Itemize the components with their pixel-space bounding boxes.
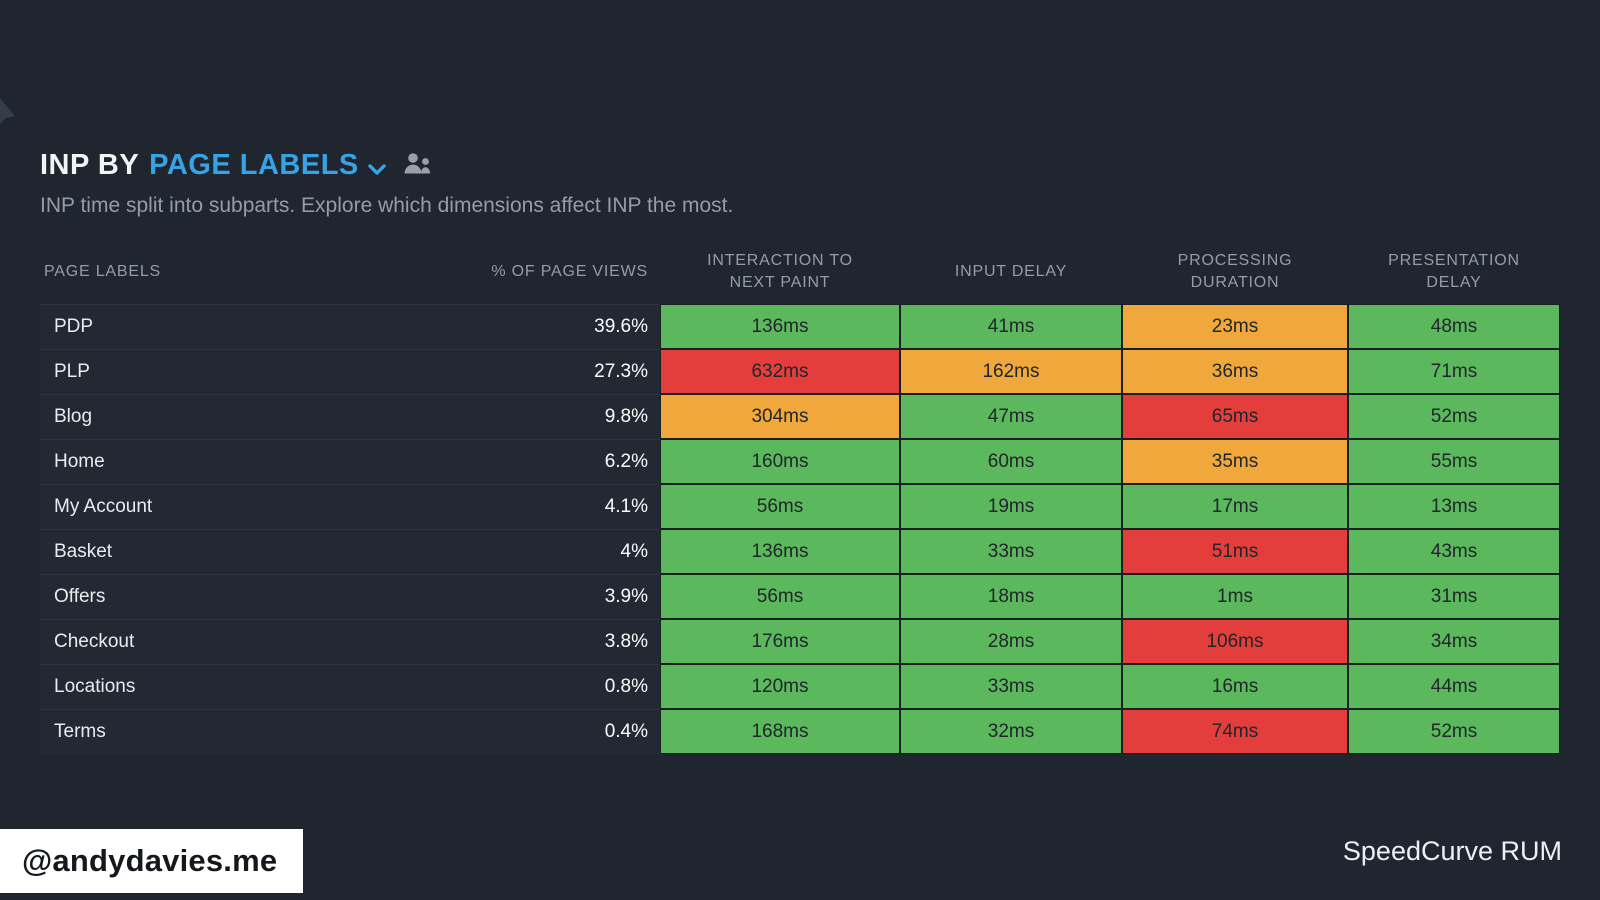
watermark-badge: @andydavies.me	[0, 829, 303, 893]
metric-cell-processing-duration: 36ms	[1122, 349, 1348, 394]
column-header-presentation-delay-text: PRESENTATION DELAY	[1388, 252, 1520, 291]
metric-cell-presentation-delay: 43ms	[1348, 529, 1560, 574]
metric-cell-input-delay: 162ms	[900, 349, 1122, 394]
metric-cell-inp: 120ms	[660, 664, 900, 709]
page-label-cell: PDP	[40, 304, 480, 349]
table-row: Terms 0.4% 168ms 32ms 74ms 52ms	[40, 709, 1560, 754]
column-header-processing-duration: PROCESSING DURATION	[1122, 250, 1348, 293]
title-prefix: INP BY	[40, 149, 140, 181]
views-cell: 27.3%	[480, 349, 660, 394]
metric-cell-presentation-delay: 55ms	[1348, 439, 1560, 484]
page-label-cell: Home	[40, 439, 480, 484]
column-header-inp: INTERACTION TO NEXT PAINT	[660, 250, 900, 293]
page-label-cell: My Account	[40, 484, 480, 529]
table-row: Locations 0.8% 120ms 33ms 16ms 44ms	[40, 664, 1560, 709]
metric-cell-inp: 136ms	[660, 529, 900, 574]
table-row: Offers 3.9% 56ms 18ms 1ms 31ms	[40, 574, 1560, 619]
column-header-page-labels: PAGE LABELS	[44, 263, 162, 280]
metric-cell-presentation-delay: 13ms	[1348, 484, 1560, 529]
table-row: My Account 4.1% 56ms 19ms 17ms 13ms	[40, 484, 1560, 529]
metric-cell-processing-duration: 65ms	[1122, 394, 1348, 439]
metric-cell-inp: 168ms	[660, 709, 900, 754]
table-row: PDP 39.6% 136ms 41ms 23ms 48ms	[40, 304, 1560, 349]
views-cell: 3.9%	[480, 574, 660, 619]
users-icon	[402, 152, 434, 179]
chevron-down-icon	[368, 151, 386, 184]
table-row: Home 6.2% 160ms 60ms 35ms 55ms	[40, 439, 1560, 484]
page-label-cell: Basket	[40, 529, 480, 574]
column-header-processing-duration-text: PROCESSING DURATION	[1177, 252, 1293, 291]
dimension-label: PAGE LABELS	[149, 149, 359, 181]
page-label-cell: Terms	[40, 709, 480, 754]
metric-cell-input-delay: 32ms	[900, 709, 1122, 754]
metric-cell-processing-duration: 17ms	[1122, 484, 1348, 529]
table-row: Checkout 3.8% 176ms 28ms 106ms 34ms	[40, 619, 1560, 664]
metric-cell-presentation-delay: 52ms	[1348, 394, 1560, 439]
views-cell: 4%	[480, 529, 660, 574]
metric-cell-processing-duration: 1ms	[1122, 574, 1348, 619]
views-cell: 0.4%	[480, 709, 660, 754]
metric-cell-processing-duration: 51ms	[1122, 529, 1348, 574]
column-header-page-views: % OF PAGE VIEWS	[491, 263, 648, 280]
views-cell: 3.8%	[480, 619, 660, 664]
audience-button[interactable]	[402, 152, 434, 179]
inp-breakdown-table: PAGE LABELS % OF PAGE VIEWS INTERACTION …	[40, 240, 1560, 754]
metric-cell-processing-duration: 35ms	[1122, 439, 1348, 484]
metric-cell-input-delay: 19ms	[900, 484, 1122, 529]
metric-cell-inp: 136ms	[660, 304, 900, 349]
metric-cell-input-delay: 18ms	[900, 574, 1122, 619]
page-title: INP BY	[40, 149, 139, 182]
dimension-selector[interactable]: PAGE LABELS	[149, 147, 386, 184]
column-header-input-delay-text: INPUT DELAY	[954, 263, 1068, 281]
metric-cell-inp: 176ms	[660, 619, 900, 664]
metric-cell-presentation-delay: 44ms	[1348, 664, 1560, 709]
clipped-cursor-artifact	[0, 98, 15, 124]
views-cell: 4.1%	[480, 484, 660, 529]
metric-cell-input-delay: 60ms	[900, 439, 1122, 484]
metric-cell-processing-duration: 74ms	[1122, 709, 1348, 754]
metric-cell-processing-duration: 23ms	[1122, 304, 1348, 349]
metric-cell-inp: 56ms	[660, 484, 900, 529]
metric-cell-processing-duration: 16ms	[1122, 664, 1348, 709]
metric-cell-processing-duration: 106ms	[1122, 619, 1348, 664]
table-row: Blog 9.8% 304ms 47ms 65ms 52ms	[40, 394, 1560, 439]
page-label-cell: Offers	[40, 574, 480, 619]
table-row: PLP 27.3% 632ms 162ms 36ms 71ms	[40, 349, 1560, 394]
views-cell: 0.8%	[480, 664, 660, 709]
widget-subtitle: INP time split into subparts. Explore wh…	[40, 194, 734, 217]
views-cell: 6.2%	[480, 439, 660, 484]
metric-cell-presentation-delay: 31ms	[1348, 574, 1560, 619]
column-header-presentation-delay: PRESENTATION DELAY	[1348, 250, 1560, 293]
metric-cell-presentation-delay: 52ms	[1348, 709, 1560, 754]
page-label-cell: PLP	[40, 349, 480, 394]
table-row: Basket 4% 136ms 33ms 51ms 43ms	[40, 529, 1560, 574]
table-header-row: PAGE LABELS % OF PAGE VIEWS INTERACTION …	[40, 240, 1560, 304]
metric-cell-presentation-delay: 48ms	[1348, 304, 1560, 349]
metric-cell-inp: 632ms	[660, 349, 900, 394]
page-label-cell: Locations	[40, 664, 480, 709]
metric-cell-presentation-delay: 34ms	[1348, 619, 1560, 664]
metric-cell-input-delay: 47ms	[900, 394, 1122, 439]
brand-label: SpeedCurve RUM	[1342, 836, 1562, 866]
views-cell: 9.8%	[480, 394, 660, 439]
metric-cell-inp: 304ms	[660, 394, 900, 439]
page-label-cell: Checkout	[40, 619, 480, 664]
metric-cell-presentation-delay: 71ms	[1348, 349, 1560, 394]
widget-titlebar: INP BY PAGE LABELS	[40, 147, 434, 184]
metric-cell-input-delay: 33ms	[900, 664, 1122, 709]
column-header-inp-text: INTERACTION TO NEXT PAINT	[707, 252, 853, 291]
metric-cell-input-delay: 33ms	[900, 529, 1122, 574]
page-label-cell: Blog	[40, 394, 480, 439]
metric-cell-input-delay: 28ms	[900, 619, 1122, 664]
metric-cell-input-delay: 41ms	[900, 304, 1122, 349]
metric-cell-inp: 160ms	[660, 439, 900, 484]
views-cell: 39.6%	[480, 304, 660, 349]
metric-cell-inp: 56ms	[660, 574, 900, 619]
column-header-input-delay: INPUT DELAY	[900, 261, 1122, 283]
